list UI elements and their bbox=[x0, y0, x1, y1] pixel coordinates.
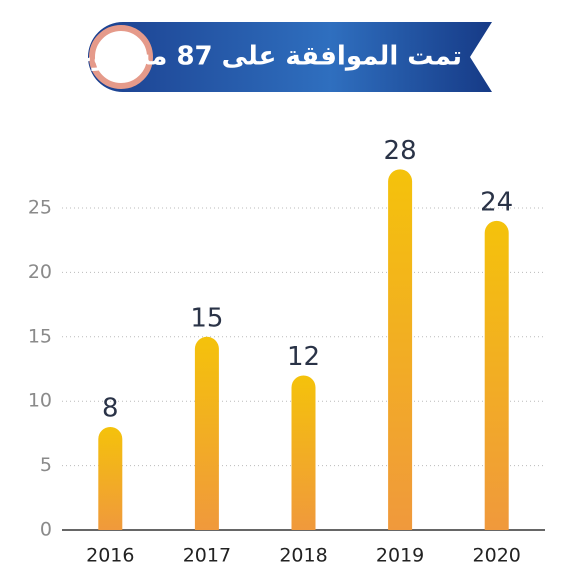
x-tick-label: 2016 bbox=[86, 545, 134, 567]
data-label: 24 bbox=[480, 187, 513, 217]
data-label: 15 bbox=[190, 303, 223, 333]
x-tick-label: 2018 bbox=[279, 545, 327, 567]
data-label: 12 bbox=[287, 342, 320, 372]
bar bbox=[484, 220, 509, 530]
data-label: 28 bbox=[384, 136, 417, 166]
x-tick-label: 2020 bbox=[473, 545, 521, 567]
y-tick-label: 15 bbox=[28, 325, 52, 347]
bar bbox=[388, 169, 413, 531]
banner-circle bbox=[89, 25, 153, 89]
data-label: 8 bbox=[102, 393, 119, 423]
y-tick-label: 0 bbox=[40, 519, 52, 541]
title-banner bbox=[88, 22, 492, 92]
chart-title: تمت الموافقة على 87 مشروعا bbox=[65, 42, 462, 72]
y-tick-label: 5 bbox=[40, 454, 52, 476]
y-tick-label: 10 bbox=[28, 390, 52, 412]
y-tick-label: 20 bbox=[28, 261, 52, 283]
bar bbox=[98, 426, 123, 530]
bar bbox=[291, 375, 316, 530]
x-tick-label: 2019 bbox=[376, 545, 424, 567]
x-tick-label: 2017 bbox=[183, 545, 231, 567]
y-tick-label: 25 bbox=[28, 197, 52, 219]
bar bbox=[194, 336, 219, 530]
